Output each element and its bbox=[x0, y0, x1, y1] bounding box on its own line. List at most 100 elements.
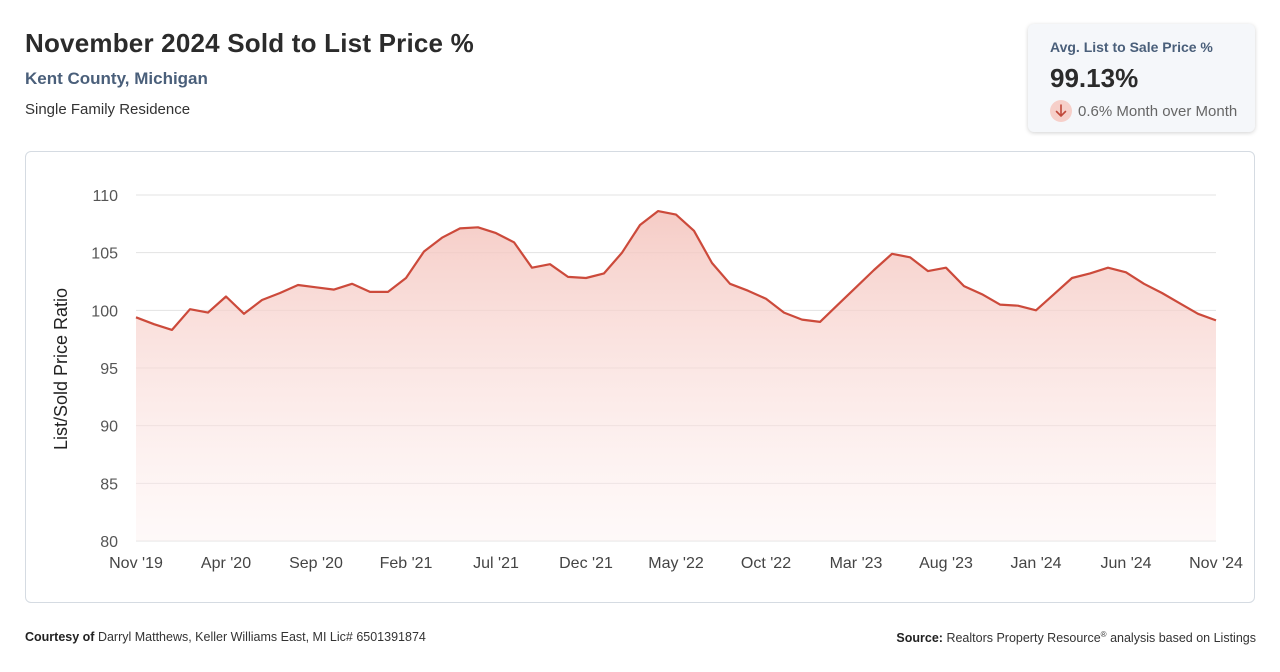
courtesy-text: Darryl Matthews, Keller Williams East, M… bbox=[97, 630, 426, 644]
data-point bbox=[1000, 304, 1001, 305]
y-tick-label: 95 bbox=[100, 361, 118, 378]
data-point bbox=[910, 257, 911, 258]
data-point bbox=[694, 230, 695, 231]
data-point bbox=[730, 283, 731, 284]
data-point bbox=[496, 233, 497, 234]
data-point bbox=[244, 313, 245, 314]
data-point bbox=[604, 273, 605, 274]
data-point bbox=[1144, 283, 1145, 284]
x-tick-label: Jan '24 bbox=[1010, 555, 1061, 572]
data-point bbox=[982, 294, 983, 295]
data-point bbox=[1162, 293, 1163, 294]
property-type-label: Single Family Residence bbox=[25, 101, 191, 118]
data-point bbox=[1054, 294, 1055, 295]
registered-mark: ® bbox=[1100, 630, 1107, 639]
data-point bbox=[478, 227, 479, 228]
series-line bbox=[135, 210, 1217, 331]
data-point bbox=[1180, 303, 1181, 304]
data-point bbox=[532, 267, 533, 268]
data-point bbox=[352, 283, 353, 284]
x-tick-label: Jul '21 bbox=[473, 555, 519, 572]
data-point bbox=[442, 237, 443, 238]
data-point bbox=[946, 267, 947, 268]
x-tick-label: Nov '19 bbox=[109, 555, 163, 572]
source-suffix: analysis based on Listings bbox=[1110, 631, 1256, 646]
data-point bbox=[154, 324, 155, 325]
x-tick-label: Feb '21 bbox=[380, 555, 433, 572]
x-tick-label: Nov '24 bbox=[1189, 555, 1243, 572]
data-point bbox=[928, 271, 929, 272]
y-tick-label: 100 bbox=[91, 303, 118, 320]
data-point bbox=[208, 312, 209, 313]
data-point bbox=[226, 296, 227, 297]
x-tick-label: Sep '20 bbox=[289, 555, 343, 572]
data-point bbox=[424, 251, 425, 252]
courtesy-footer: Courtesy of Darryl Matthews, Keller Will… bbox=[25, 630, 426, 644]
y-tick-label: 85 bbox=[100, 476, 118, 493]
y-tick-label: 110 bbox=[92, 188, 118, 205]
data-point bbox=[136, 317, 137, 318]
area-fill bbox=[136, 211, 1216, 541]
data-point bbox=[388, 291, 389, 292]
source-footer: Source: Realtors Property Resource® anal… bbox=[896, 630, 1256, 645]
data-point bbox=[298, 284, 299, 285]
y-tick-label: 90 bbox=[100, 419, 118, 436]
data-point bbox=[334, 289, 335, 290]
data-point bbox=[640, 224, 641, 225]
x-tick-label: Apr '20 bbox=[201, 555, 251, 572]
y-tick-label: 105 bbox=[91, 246, 118, 263]
data-point bbox=[1036, 310, 1037, 311]
data-point bbox=[262, 299, 263, 300]
data-point bbox=[874, 269, 875, 270]
stat-value: 99.13% bbox=[1050, 63, 1139, 93]
data-point bbox=[316, 287, 317, 288]
data-point bbox=[1018, 305, 1019, 306]
source-label: Source: bbox=[896, 631, 943, 646]
data-point bbox=[514, 242, 515, 243]
courtesy-label: Courtesy of bbox=[25, 630, 95, 644]
data-point bbox=[802, 319, 803, 320]
y-axis-label: List/Sold Price Ratio bbox=[51, 288, 71, 450]
data-point bbox=[838, 304, 839, 305]
x-tick-label: Dec '21 bbox=[559, 555, 613, 572]
data-point bbox=[1216, 320, 1217, 321]
chart-panel: 80 85 90 95 100 105 110 Nov '19 Apr '20 Sep '20 F… bbox=[25, 151, 1255, 603]
data-point bbox=[460, 228, 461, 229]
x-tick-label: Aug '23 bbox=[919, 555, 973, 572]
data-point bbox=[172, 329, 173, 330]
data-point bbox=[1198, 313, 1199, 314]
arrow-down-icon bbox=[1050, 100, 1072, 122]
data-point bbox=[784, 312, 785, 313]
page-title: November 2024 Sold to List Price % bbox=[25, 28, 474, 58]
data-point bbox=[568, 276, 569, 277]
data-point bbox=[658, 211, 659, 212]
data-point bbox=[820, 321, 821, 322]
data-point bbox=[1126, 272, 1127, 273]
data-point bbox=[586, 278, 587, 279]
y-tick-label: 80 bbox=[100, 534, 118, 551]
x-tick-label: Mar '23 bbox=[830, 555, 883, 572]
location-subtitle: Kent County, Michigan bbox=[25, 69, 208, 88]
data-point bbox=[190, 309, 191, 310]
data-point bbox=[676, 214, 677, 215]
data-point bbox=[1090, 273, 1091, 274]
stat-change-text: 0.6% Month over Month bbox=[1078, 102, 1238, 120]
x-tick-label: Oct '22 bbox=[741, 555, 791, 572]
data-point bbox=[370, 291, 371, 292]
data-point bbox=[766, 298, 767, 299]
stat-label: Avg. List to Sale Price % bbox=[1050, 39, 1213, 55]
data-point bbox=[406, 278, 407, 279]
data-point bbox=[1072, 278, 1073, 279]
data-point bbox=[550, 264, 551, 265]
sold-to-list-chart: 80 85 90 95 100 105 110 Nov '19 Apr '20 Sep '20 F… bbox=[51, 188, 1243, 572]
data-point bbox=[856, 287, 857, 288]
header: November 2024 Sold to List Price % Kent … bbox=[25, 28, 725, 118]
data-point bbox=[280, 293, 281, 294]
source-text: Realtors Property Resource bbox=[946, 631, 1101, 646]
data-point bbox=[712, 263, 713, 264]
data-point bbox=[748, 290, 749, 291]
data-point bbox=[892, 253, 893, 254]
data-point bbox=[964, 286, 965, 287]
data-point bbox=[622, 252, 623, 253]
data-point bbox=[1108, 267, 1109, 268]
